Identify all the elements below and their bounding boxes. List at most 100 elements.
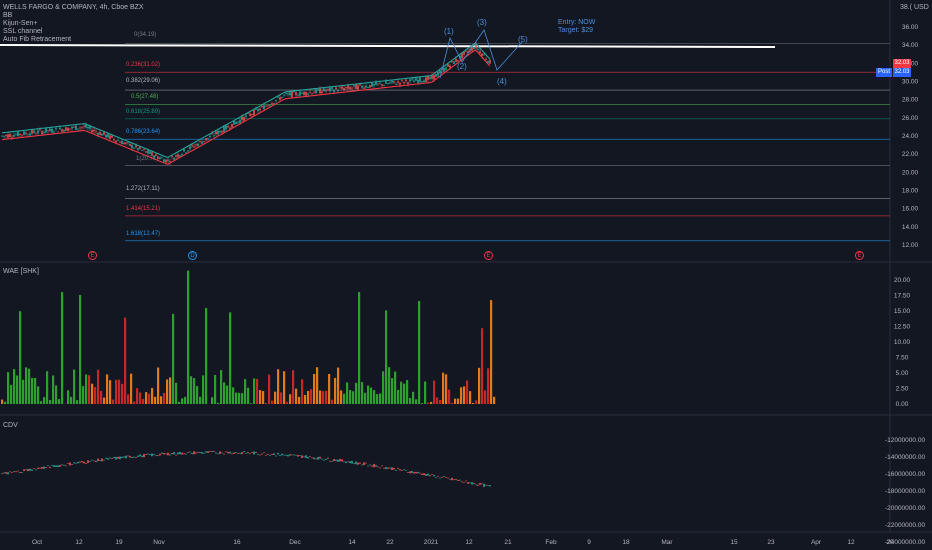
wae-bar (460, 387, 463, 404)
cdv-candle (87, 460, 89, 464)
candle-body (381, 84, 383, 86)
time-axis-label: 2021 (424, 539, 439, 546)
wae-bar (202, 375, 205, 404)
candle-body (319, 88, 321, 94)
wae-bar (340, 390, 343, 404)
candle-body (341, 86, 343, 89)
cdv-candle (391, 467, 393, 471)
candle-body (165, 159, 167, 163)
cdv-candle (211, 451, 213, 453)
legend-indicator-fib[interactable]: Auto Fib Retracement (3, 36, 72, 43)
cdv-candle (277, 452, 279, 455)
cdv-candle (11, 472, 13, 474)
cdv-candle (421, 473, 423, 475)
wae-bar (199, 396, 202, 404)
cdv-candle (351, 460, 353, 464)
candle-body (483, 54, 485, 56)
cdv-candle (315, 458, 317, 460)
candle-body (291, 91, 293, 98)
cdv-candle (363, 462, 365, 466)
legend-indicator-kijun[interactable]: Kijun-Sen+ (3, 20, 38, 27)
candle-body (485, 59, 487, 60)
cdv-candle (209, 450, 211, 452)
wae-axis-label: 20.00 (894, 277, 911, 284)
price-axis-label: 26.00 (902, 115, 919, 122)
cdv-candle (435, 477, 437, 479)
candle-body (141, 149, 143, 151)
wae-bar (154, 396, 157, 404)
cdv-candle (399, 469, 401, 471)
cdv-candle (327, 457, 329, 459)
fib-label-1272: 1.272(17.11) (126, 186, 160, 192)
cdv-candle (37, 467, 39, 470)
cdv-candle (47, 465, 49, 467)
cdv-pane-title[interactable]: CDV (3, 422, 18, 429)
wae-bar (379, 393, 382, 404)
cdv-candle (439, 477, 441, 479)
cdv-candle (257, 453, 259, 455)
wae-bar (88, 375, 91, 404)
wae-bar (166, 379, 169, 404)
candle-body (277, 96, 279, 98)
candle-body (83, 125, 85, 127)
cdv-axis-label: -18000000.00 (885, 488, 926, 495)
earnings-event-marker[interactable]: E (88, 251, 97, 260)
candle-body (369, 84, 371, 88)
wae-bar (157, 367, 160, 404)
cdv-candle (405, 470, 407, 471)
wae-bar (388, 367, 391, 404)
wae-pane-title[interactable]: WAE [SHK] (3, 268, 39, 275)
legend-indicator-ssl[interactable]: SSL channel (3, 28, 43, 35)
candle-body (283, 94, 285, 96)
cdv-candle (461, 481, 463, 483)
wae-bar (385, 310, 388, 404)
dividend-event-marker[interactable]: D (188, 251, 197, 260)
cdv-candle (487, 484, 489, 486)
candle-body (345, 87, 347, 89)
candle-body (57, 131, 59, 133)
cdv-candle (177, 452, 179, 455)
wae-bar (475, 400, 478, 404)
earnings-event-marker[interactable]: E (484, 251, 493, 260)
candle-body (107, 134, 109, 138)
cdv-candle (69, 462, 71, 466)
cdv-candle (201, 452, 203, 454)
legend-indicator-bb[interactable]: BB (3, 12, 13, 19)
cdv-candle (27, 469, 29, 472)
cdv-candle (205, 451, 207, 453)
candle-body (367, 87, 369, 89)
wae-bar (424, 381, 427, 404)
wae-bar (229, 312, 232, 404)
cdv-candle (333, 459, 335, 462)
symbol-title[interactable]: WELLS FARGO & COMPANY, 4h, Cboe BZX (3, 4, 144, 11)
cdv-candle (283, 454, 285, 456)
cdv-candle (57, 465, 59, 468)
earnings-event-marker[interactable]: E (855, 251, 864, 260)
horizontal-drawn-line (0, 44, 776, 48)
price-axis-label: 20.00 (902, 169, 919, 176)
wae-bar (436, 397, 439, 404)
cdv-candle (9, 471, 11, 473)
wae-bar (10, 384, 13, 404)
candle-body (79, 127, 81, 129)
price-axis-label: 18.00 (902, 188, 919, 195)
candle-body (269, 105, 271, 107)
wae-bar (328, 374, 331, 404)
cdv-candle (7, 472, 9, 475)
candle-body (395, 84, 397, 85)
candle-body (203, 140, 205, 142)
wae-bar (220, 370, 223, 404)
candle-body (239, 119, 241, 123)
wae-bar (256, 378, 259, 404)
cdv-candle (13, 471, 15, 473)
candle-body (133, 147, 135, 149)
time-axis-label: 9 (587, 539, 591, 546)
wae-bar (415, 399, 418, 404)
price-axis-label: 34.00 (902, 42, 919, 49)
cdv-candle (445, 476, 447, 478)
wae-bar (430, 401, 433, 404)
cdv-candle (161, 452, 163, 454)
candle-body (465, 50, 467, 52)
cdv-candle (413, 472, 415, 474)
